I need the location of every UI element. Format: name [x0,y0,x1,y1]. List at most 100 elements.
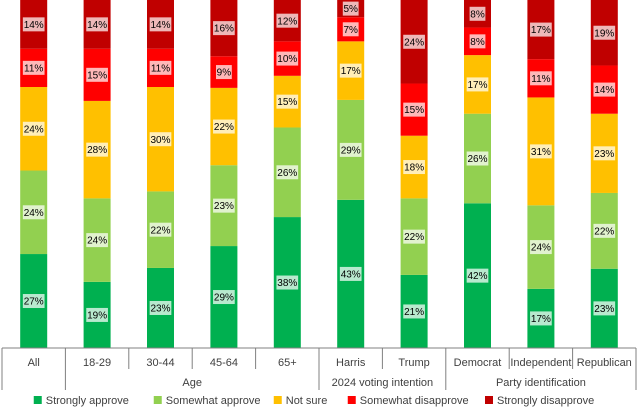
data-label-text: 11% [24,63,43,74]
data-label-independent-strongly-approve: 17% [530,311,552,326]
category-label-65: 65+ [278,357,297,369]
data-label-harris-somewhat-approve: 29% [339,142,362,157]
data-label-text: 22% [404,232,424,243]
legend-label: Somewhat disapprove [360,395,469,407]
data-label-background [276,165,299,180]
data-label-text: 23% [214,201,234,212]
legend-label: Not sure [286,395,328,407]
data-label-democrat-strongly-approve: 42% [466,268,489,283]
data-label-background [339,142,362,157]
category-label-republican: Republican [577,357,632,369]
data-label-text: 24% [87,236,107,247]
data-label-text: 29% [214,293,234,304]
data-label-text: 14% [150,20,170,31]
data-label-text: 8% [470,37,485,48]
data-label-background [86,142,108,157]
data-label-text: 7% [343,25,358,36]
data-label-65-somewhat-disapprove: 10% [276,51,299,66]
data-label-background [216,65,232,80]
category-label-independent: Independent [510,357,571,369]
data-label-text: 42% [467,271,487,282]
data-label-30-44-strongly-disapprove: 14% [149,17,172,32]
data-label-text: 8% [470,9,485,20]
data-label-democrat-not-sure: 17% [466,77,489,92]
legend-swatch [347,396,356,404]
data-label-republican-strongly-disapprove: 19% [593,25,616,40]
data-label-background [469,6,486,21]
data-label-background [22,121,45,136]
data-label-18-29-somewhat-approve: 24% [86,233,108,248]
data-label-democrat-strongly-disapprove: 8% [469,6,486,21]
bars-group [20,0,618,348]
data-label-background [339,63,362,78]
data-label-all-strongly-approve: 27% [22,294,45,309]
data-label-background [403,34,425,49]
data-label-trump-strongly-disapprove: 24% [403,34,425,49]
data-label-background [530,22,552,37]
data-label-background [403,304,425,319]
data-label-harris-somewhat-disapprove: 7% [342,22,359,37]
data-label-background [530,311,552,326]
data-label-text: 31% [531,147,551,158]
data-label-background [466,77,489,92]
data-label-background [149,222,172,237]
data-label-independent-somewhat-approve: 24% [530,240,552,255]
data-label-text: 11% [151,63,170,74]
data-label-65-strongly-approve: 38% [276,275,299,290]
data-label-background [149,17,172,32]
data-label-harris-strongly-disapprove: 5% [342,1,359,16]
data-label-text: 43% [341,270,361,281]
group-label-party-identification: Party identification [496,377,586,389]
category-label-18-29: 18-29 [83,357,111,369]
data-label-18-29-strongly-approve: 19% [86,307,108,322]
data-label-harris-strongly-approve: 43% [339,266,362,281]
data-label-background [276,275,299,290]
data-label-all-strongly-disapprove: 14% [22,17,45,32]
legend-label: Somewhat approve [166,395,261,407]
data-label-text: 24% [24,124,44,135]
data-label-independent-not-sure: 31% [530,144,552,159]
data-label-background [213,119,235,134]
data-label-background [22,17,45,32]
data-label-text: 17% [467,80,487,91]
data-label-text: 11% [531,74,550,85]
data-label-trump-strongly-approve: 21% [403,304,425,319]
data-label-text: 24% [404,37,424,48]
data-label-text: 22% [594,226,614,237]
legend-label: Strongly disapprove [497,395,594,407]
category-label-trump: Trump [398,357,429,369]
data-label-18-29-somewhat-disapprove: 15% [86,67,108,82]
data-label-background [403,229,425,244]
data-label-background [213,198,235,213]
legend-item-strongly-approve: Strongly approve [33,395,129,407]
data-label-text: 14% [87,20,107,31]
data-label-65-strongly-disapprove: 12% [276,13,299,28]
data-labels-group: 27% 24% 24% 11% 14% 19% 24% 28% 15% 14% 23% 22% 30% 1… [22,1,616,326]
data-label-background [403,102,425,117]
data-label-background [342,22,359,37]
data-label-republican-somewhat-disapprove: 14% [593,82,616,97]
data-label-trump-somewhat-approve: 22% [403,229,425,244]
data-label-text: 24% [531,243,551,254]
data-label-background [86,307,108,322]
category-label-democrat: Democrat [454,357,502,369]
data-label-all-somewhat-disapprove: 11% [22,60,45,75]
legend-swatch [485,396,493,404]
data-label-text: 28% [87,145,107,156]
data-label-18-29-not-sure: 28% [86,142,108,157]
data-label-background [86,17,108,32]
category-label-all: All [28,357,40,369]
data-label-45-64-not-sure: 22% [213,119,235,134]
data-label-democrat-somewhat-disapprove: 8% [469,34,486,49]
data-label-background [593,301,616,316]
legend-item-strongly-disapprove: Strongly disapprove [485,395,594,407]
legend-swatch [153,396,162,404]
legend-swatch [273,396,282,404]
data-label-background [22,205,45,220]
data-label-background [342,1,359,16]
data-label-democrat-somewhat-approve: 26% [466,151,489,166]
data-label-45-64-strongly-disapprove: 16% [213,21,235,36]
data-label-background [149,300,172,315]
data-label-independent-somewhat-disapprove: 11% [530,71,552,86]
